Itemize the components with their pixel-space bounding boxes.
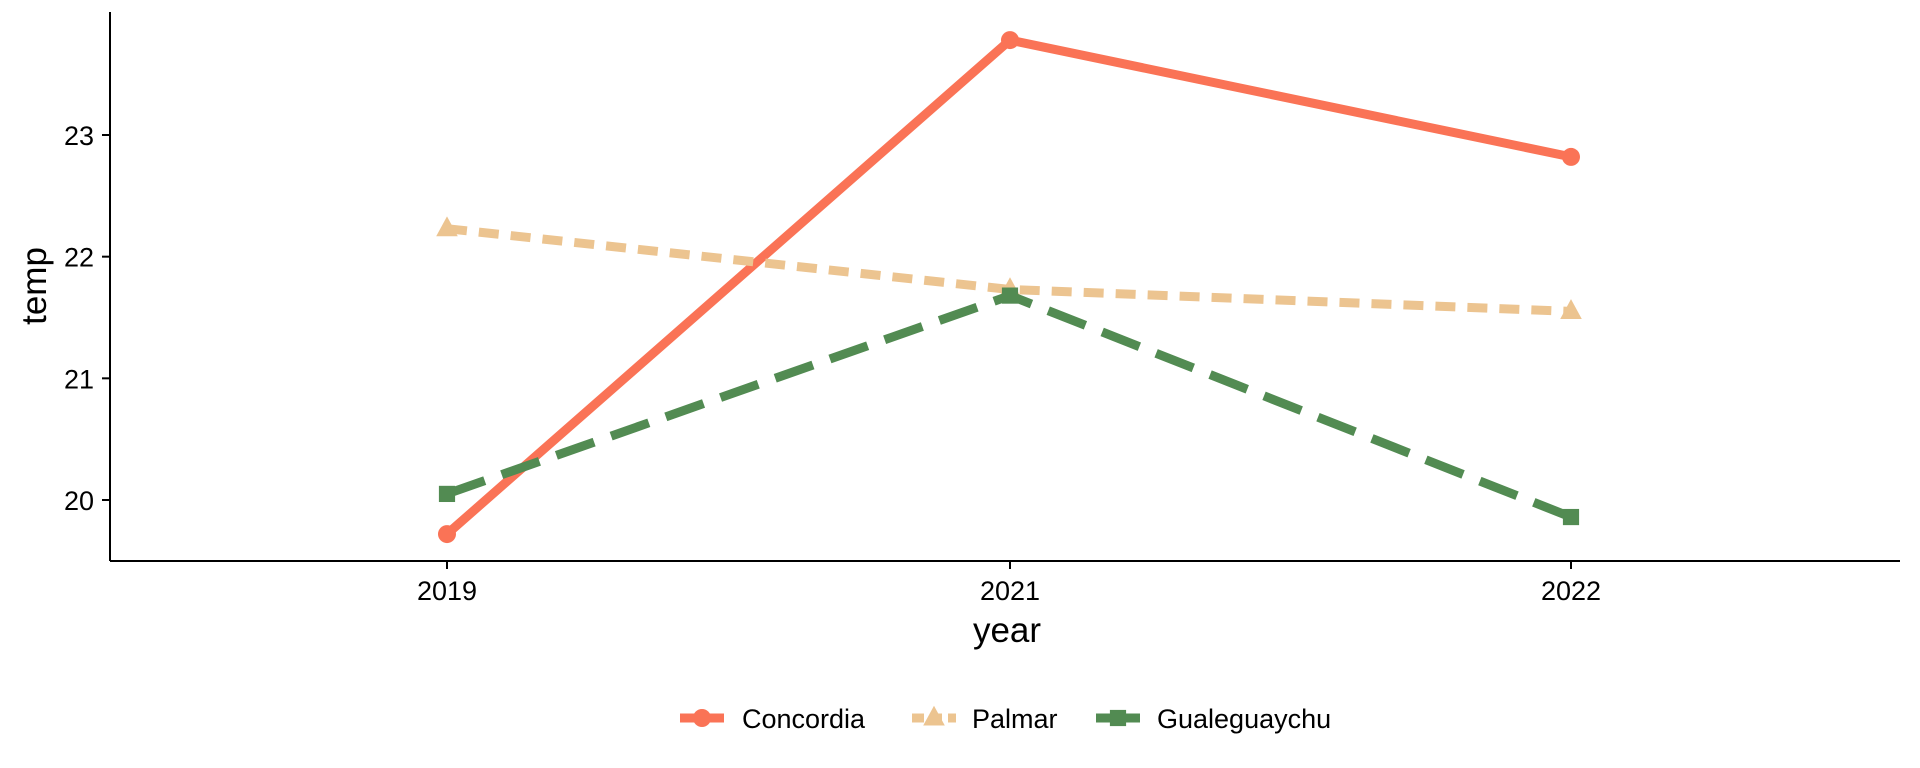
legend-item: Palmar — [912, 704, 1058, 734]
data-point — [438, 525, 456, 544]
y-tick-label: 20 — [64, 486, 94, 516]
series-gualeguaychu — [438, 287, 1580, 526]
data-point — [1001, 31, 1019, 50]
series-layer — [436, 31, 1582, 544]
y-tick-label: 21 — [64, 364, 94, 394]
data-point — [438, 485, 456, 503]
legend-item: Concordia — [680, 704, 866, 734]
legend-item: Gualeguaychu — [1096, 704, 1331, 734]
legend: Concordia Palmar Gualeguaychu — [680, 704, 1331, 734]
x-axis-title: year — [973, 611, 1041, 650]
series-concordia — [438, 31, 1580, 544]
x-tick-label: 2019 — [417, 576, 477, 606]
y-axis-title: temp — [15, 247, 54, 325]
data-point — [1560, 299, 1582, 319]
data-point — [1562, 147, 1580, 166]
y-tick-label: 22 — [64, 243, 94, 273]
y-tick-label: 23 — [64, 121, 94, 151]
data-point — [1001, 287, 1019, 304]
series-line — [445, 291, 1573, 522]
legend-key-marker — [1109, 709, 1127, 727]
legend-label: Palmar — [972, 704, 1058, 734]
x-tick-label: 2022 — [1541, 576, 1601, 606]
x-axis-ticks: 2019 2021 2022 — [417, 561, 1601, 606]
legend-label: Gualeguaychu — [1157, 704, 1331, 734]
legend-label: Concordia — [742, 704, 866, 734]
legend-key-marker — [923, 705, 945, 726]
legend-key-marker — [693, 709, 711, 727]
series-line — [446, 224, 1572, 316]
y-axis-ticks: 20 21 22 23 — [64, 121, 110, 516]
x-tick-label: 2021 — [980, 576, 1040, 606]
data-point — [436, 216, 458, 237]
data-point — [1562, 508, 1580, 526]
